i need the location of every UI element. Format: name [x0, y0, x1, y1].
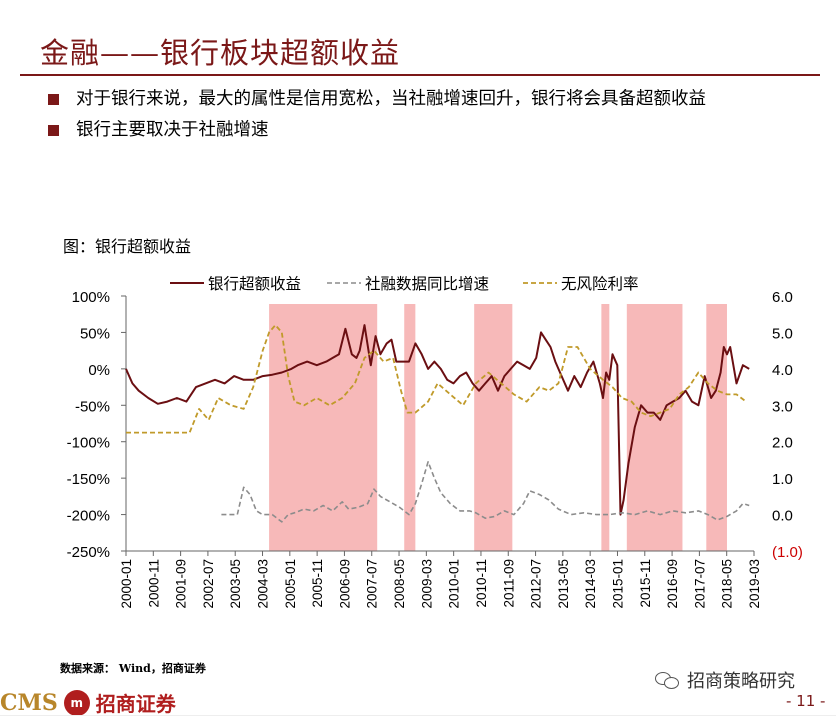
right-axis-tick-label: 4.0 [772, 362, 793, 379]
bullet-square-icon [48, 125, 59, 136]
shaded-period [706, 304, 727, 551]
page-number: - 11 - [786, 692, 826, 710]
shaded-period [269, 304, 378, 551]
x-axis-tick-label: 2015-01 [610, 559, 625, 609]
x-axis-tick-label: 2018-05 [720, 559, 735, 609]
shaded-period [626, 304, 683, 551]
bullet-item: 对于银行来说，最大的属性是信用宽松，当社融增速回升，银行将会具备超额收益 [48, 88, 828, 111]
logo-text: CMS [0, 689, 58, 716]
left-axis-tick-label: 100% [72, 289, 110, 306]
bank-excess-return-chart: 100% 50% 0% -50% -100% -150% -200% -250% 6.0 5.0 4… [67, 275, 803, 609]
bullet-text: 银行主要取决于社融增速 [76, 120, 269, 140]
data-source-note: 数据来源： Wind，招商证券 [60, 662, 206, 675]
x-axis-tick-label: 2019-03 [747, 559, 762, 609]
x-axis-tick-label: 2016-09 [665, 559, 680, 609]
x-axis-tick-label: 2007-07 [365, 559, 380, 609]
x-axis-tick-label: 2015-11 [638, 559, 653, 608]
x-axis-tick-label: 2017-07 [692, 559, 707, 609]
bullet-item: 银行主要取决于社融增速 [48, 119, 828, 142]
right-axis-tick-label: 2.0 [772, 435, 793, 452]
right-axis-tick-label: 0.0 [772, 508, 793, 525]
shaded-period [404, 304, 416, 551]
x-axis-tick-label: 2004-03 [256, 559, 271, 609]
x-axis-tick-label: 2010-11 [474, 559, 489, 608]
bullet-text: 对于银行来说，最大的属性是信用宽松，当社融增速回升，银行将会具备超额收益 [76, 89, 706, 109]
x-axis-tick-label: 2013-05 [556, 559, 571, 609]
x-axis-tick-label: 2000-01 [119, 559, 134, 609]
x-axis-tick-label: 2012-07 [529, 559, 544, 609]
wechat-label: 招商策略研究 [687, 671, 795, 692]
x-axis-tick-label: 2000-11 [146, 559, 161, 608]
wechat-account: 招商策略研究 [655, 667, 795, 693]
x-axis-tick-label: 2009-03 [419, 559, 434, 609]
page-title: 金融——银行板块超额收益 [40, 36, 401, 70]
shaded-period [474, 304, 513, 551]
legend-label: 无风险利率 [561, 275, 639, 293]
series-line [221, 461, 750, 523]
x-axis-tick-label: 2011-09 [501, 559, 516, 608]
wechat-icon [655, 670, 681, 690]
title-divider [20, 74, 820, 76]
right-axis-tick-label: 3.0 [772, 398, 793, 415]
x-axis-tick-label: 2005-11 [310, 559, 325, 608]
chart-caption: 图：银行超额收益 [63, 237, 192, 256]
x-axis-tick-label: 2010-01 [447, 559, 462, 609]
left-axis-tick-label: 50% [80, 325, 110, 342]
x-axis-tick-label: 2014-03 [583, 559, 598, 609]
x-axis-tick-label: 2008-05 [392, 559, 407, 609]
right-axis-tick-label: 1.0 [772, 471, 793, 488]
bullet-list: 对于银行来说，最大的属性是信用宽松，当社融增速回升，银行将会具备超额收益 银行主… [48, 88, 828, 150]
x-axis-tick-label: 2005-01 [283, 559, 298, 609]
right-axis-tick-label: 6.0 [772, 289, 793, 306]
legend-label: 社融数据同比增速 [365, 275, 489, 293]
series-line [126, 324, 747, 434]
left-axis-tick-label: -200% [67, 508, 110, 525]
series-line [125, 324, 750, 516]
legend-label: 银行超额收益 [208, 275, 301, 293]
left-axis-tick-label: -100% [67, 435, 110, 452]
x-axis-tick-label: 2006-09 [337, 559, 352, 609]
right-axis-tick-label: (1.0) [772, 544, 803, 561]
x-axis-tick-label: 2002-07 [201, 559, 216, 609]
left-axis-tick-label: 0% [88, 362, 110, 379]
left-axis-tick-label: -50% [75, 398, 110, 415]
company-logo: CMS m 招商证券 [0, 688, 176, 717]
right-axis-tick-label: 5.0 [772, 325, 793, 342]
left-axis-tick-label: -250% [67, 544, 110, 561]
shaded-period [601, 304, 610, 551]
x-axis-tick-label: 2003-05 [228, 559, 243, 609]
logo-badge-icon: m [63, 689, 90, 716]
left-axis-tick-label: -150% [67, 471, 110, 488]
bullet-square-icon [48, 94, 59, 105]
logo-chinese-name: 招商证券 [95, 692, 176, 716]
x-axis-tick-label: 2001-09 [174, 559, 189, 609]
